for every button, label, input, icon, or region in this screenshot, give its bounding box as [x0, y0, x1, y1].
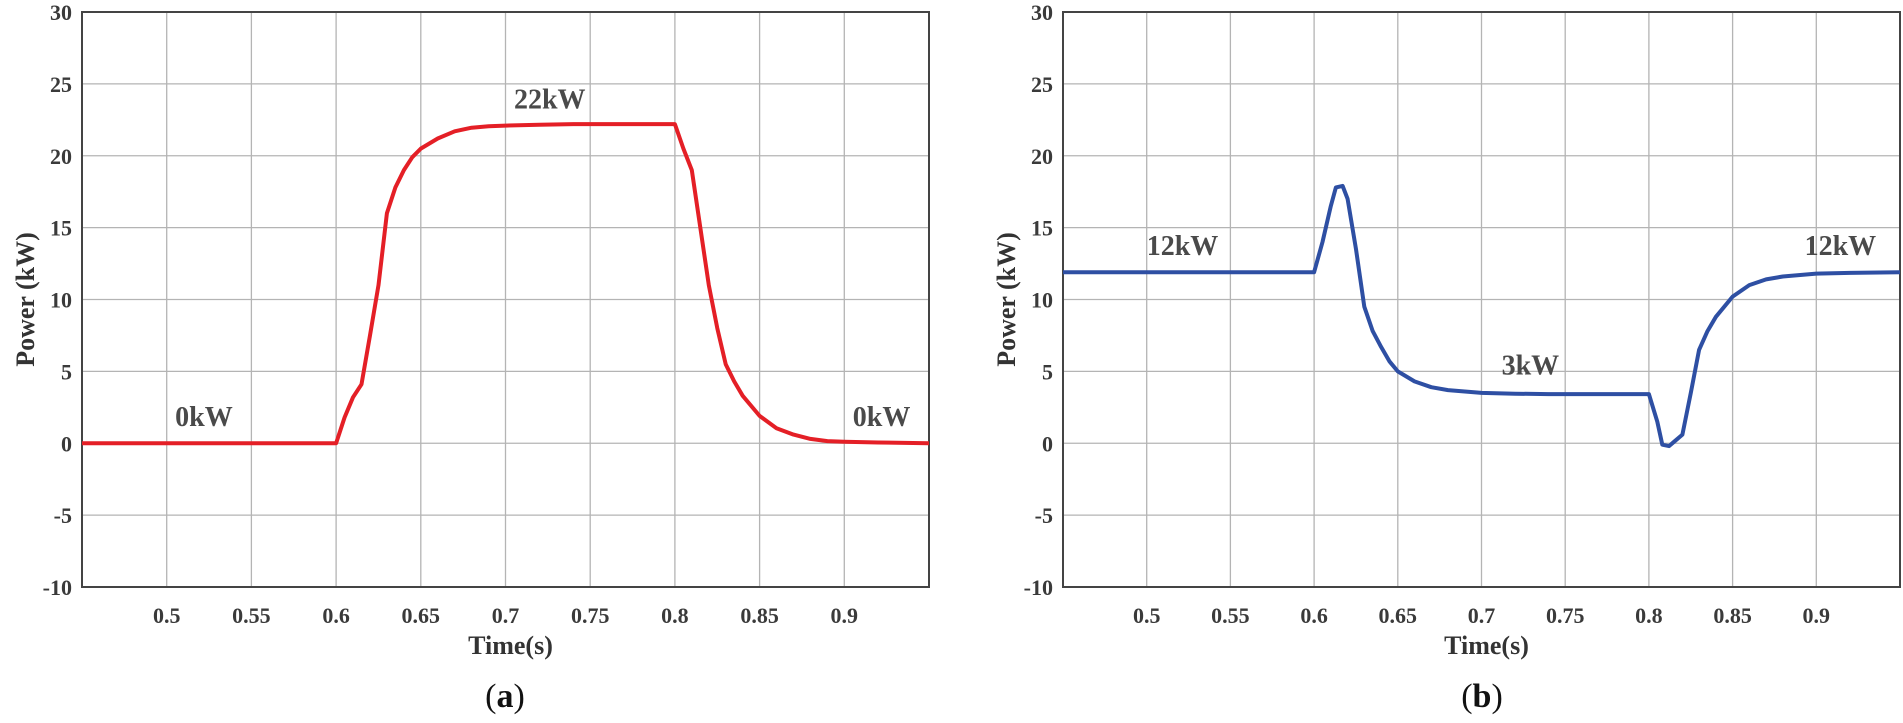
x-tick-label: 0.6	[1300, 603, 1328, 628]
panel-caption: (a)	[485, 678, 525, 715]
x-tick-label: 0.9	[1803, 603, 1831, 628]
x-tick-label: 0.8	[1635, 603, 1663, 628]
y-tick-label: 20	[50, 144, 72, 169]
y-tick-label: 25	[1031, 72, 1053, 97]
x-axis-label: Time(s)	[468, 631, 553, 660]
panel-b: 0.5 0.55 0.6 0.65 0.7 0.75 0.8 0.85 0.9 -10 -5 0 5 10…	[992, 0, 1901, 715]
x-tick-label: 0.75	[1546, 603, 1585, 628]
x-tick-label: 0.65	[1379, 603, 1418, 628]
x-tick-label: 0.9	[831, 603, 859, 628]
y-tick-label: 15	[50, 216, 72, 241]
panel-caption: (b)	[1461, 678, 1503, 715]
x-axis-label: Time(s)	[1444, 631, 1529, 660]
x-tick-label: 0.75	[571, 603, 610, 628]
panel-letter: b	[1473, 678, 1492, 715]
series-line	[82, 122, 929, 446]
x-tick-label: 0.85	[1713, 603, 1752, 628]
y-tick-label: 10	[1031, 288, 1053, 313]
x-tick-label: 0.8	[661, 603, 689, 628]
value-annotation: 0kW	[853, 402, 911, 433]
y-tick-label: -5	[54, 503, 72, 528]
value-annotation: 12kW	[1147, 231, 1219, 262]
y-axis-label: Power (kW)	[11, 232, 40, 367]
y-tick-label: 20	[1031, 144, 1053, 169]
y-tick-label: -5	[1035, 503, 1053, 528]
x-tick-label: 0.5	[1133, 603, 1161, 628]
series-line	[1063, 183, 1900, 449]
plot-frame	[81, 11, 930, 588]
value-annotation: 0kW	[175, 402, 233, 433]
y-tick-label: -10	[43, 575, 72, 600]
y-tick-label: 15	[1031, 216, 1053, 241]
y-tick-label: -10	[1024, 575, 1053, 600]
y-tick-label: 0	[61, 431, 72, 456]
x-tick-label: 0.65	[402, 603, 441, 628]
y-tick-label: 5	[61, 359, 72, 384]
x-tick-label: 0.55	[232, 603, 271, 628]
value-annotation: 22kW	[514, 84, 586, 115]
x-tick-label: 0.55	[1211, 603, 1250, 628]
value-annotation: 3kW	[1502, 350, 1560, 381]
panel-a: 0.5 0.55 0.6 0.65 0.7 0.75 0.8 0.85 0.9 -10 -5 0 5 10…	[11, 0, 930, 715]
y-tick-label: 30	[1031, 0, 1053, 25]
x-tick-label: 0.7	[492, 603, 520, 628]
y-tick-label: 0	[1042, 431, 1053, 456]
y-axis-label: Power (kW)	[992, 232, 1021, 367]
x-tick-label: 0.5	[153, 603, 181, 628]
value-annotation: 12kW	[1805, 231, 1877, 262]
panel-letter: a	[497, 678, 514, 715]
x-tick-label: 0.6	[322, 603, 350, 628]
x-tick-label: 0.7	[1468, 603, 1496, 628]
plot-frame	[1062, 11, 1901, 588]
y-tick-label: 10	[50, 288, 72, 313]
y-tick-label: 25	[50, 72, 72, 97]
y-tick-label: 30	[50, 0, 72, 25]
y-tick-label: 5	[1042, 359, 1053, 384]
x-tick-label: 0.85	[740, 603, 779, 628]
